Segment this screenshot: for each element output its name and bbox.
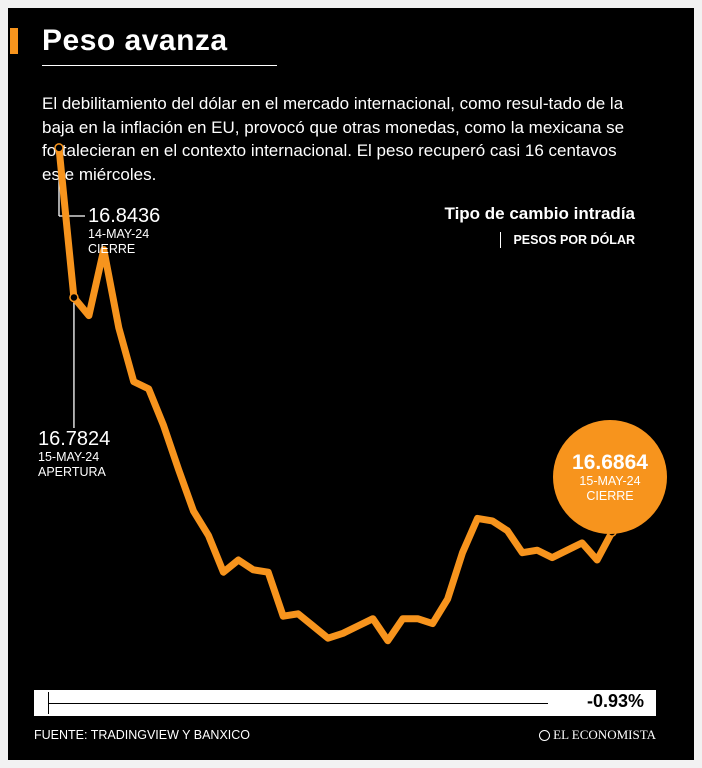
point-prev-close bbox=[54, 143, 64, 153]
annotation-open-date: 15-MAY-24 bbox=[38, 450, 100, 464]
change-label: -0.93% bbox=[586, 691, 644, 711]
annotation-open-value: 16.7824 bbox=[38, 428, 111, 450]
annotation-prev-close-label: CIERRE bbox=[88, 242, 136, 256]
exchange-rate-line bbox=[55, 144, 616, 645]
brand-icon bbox=[539, 729, 551, 741]
brand-logo: EL ECONOMISTA bbox=[539, 727, 656, 743]
accent-bar bbox=[10, 28, 18, 54]
chart-unit: PESOS POR DÓLAR bbox=[500, 232, 635, 248]
annotation-prev-close: 16.8436 14-MAY-24 CIERRE bbox=[88, 205, 160, 257]
brand-name: EL ECONOMISTA bbox=[553, 727, 656, 742]
annotation-open-label: APERTURA bbox=[38, 465, 106, 479]
source-note: FUENTE: TRADINGVIEW Y BANXICO bbox=[34, 728, 251, 742]
title-underline bbox=[42, 65, 277, 66]
annotation-close-date: 15-MAY-24 bbox=[579, 474, 641, 488]
close-highlight-circle bbox=[553, 420, 667, 534]
annotation-open: 16.7824 15-MAY-24 APERTURA bbox=[38, 428, 110, 480]
page-title: Peso avanza bbox=[42, 24, 228, 57]
annotation-prev-close-date: 14-MAY-24 bbox=[88, 227, 150, 241]
annotation-close-label: CIERRE bbox=[586, 489, 634, 503]
annotation-close: 16.6864 15-MAY-24 CIERRE bbox=[553, 452, 667, 504]
chart-title: Tipo de cambio intradía bbox=[444, 204, 636, 223]
annotation-close-value: 16.6864 bbox=[572, 451, 648, 474]
chart-panel bbox=[8, 8, 694, 760]
annotation-prev-close-value: 16.8436 bbox=[88, 205, 161, 227]
description: El debilitamiento del dólar en el mercad… bbox=[42, 94, 625, 184]
change-bar-line bbox=[48, 703, 548, 704]
point-open bbox=[69, 292, 79, 303]
